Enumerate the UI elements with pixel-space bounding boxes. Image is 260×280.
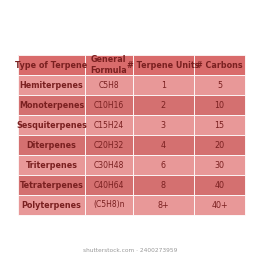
Bar [133, 175, 194, 195]
Bar [18, 55, 85, 75]
Text: 1: 1 [161, 81, 166, 90]
Text: Monoterpenes: Monoterpenes [19, 101, 84, 109]
Text: Sesquiterpenes: Sesquiterpenes [16, 120, 87, 129]
Bar [133, 115, 194, 135]
Text: C10H16: C10H16 [94, 101, 124, 109]
Bar [194, 175, 245, 195]
Text: Triterpenes: Triterpenes [25, 160, 77, 169]
Text: 3: 3 [161, 120, 166, 129]
Text: Type of Terpene: Type of Terpene [15, 60, 88, 69]
Text: C5H8: C5H8 [99, 81, 119, 90]
Bar [194, 115, 245, 135]
Text: 40: 40 [214, 181, 224, 190]
Bar [194, 55, 245, 75]
Bar [85, 195, 133, 215]
Text: 5: 5 [217, 81, 222, 90]
Bar [18, 55, 245, 215]
Text: 10: 10 [214, 101, 224, 109]
Bar [85, 135, 133, 155]
Text: C20H32: C20H32 [94, 141, 124, 150]
Text: 8+: 8+ [158, 200, 169, 209]
Bar [133, 95, 194, 115]
Text: 20: 20 [214, 141, 225, 150]
Bar [194, 95, 245, 115]
Text: 30: 30 [214, 160, 224, 169]
Bar [133, 55, 194, 75]
Text: General
Formula: General Formula [90, 55, 127, 74]
Bar [133, 75, 194, 95]
Bar [18, 135, 85, 155]
Bar [85, 55, 133, 75]
Text: Diterpenes: Diterpenes [27, 141, 76, 150]
Bar [18, 95, 85, 115]
Text: 8: 8 [161, 181, 166, 190]
Text: 40+: 40+ [211, 200, 228, 209]
Text: C30H48: C30H48 [94, 160, 124, 169]
Bar [18, 175, 85, 195]
Bar [18, 155, 85, 175]
Bar [194, 195, 245, 215]
Text: 6: 6 [161, 160, 166, 169]
Bar [85, 175, 133, 195]
Bar [194, 135, 245, 155]
Bar [85, 115, 133, 135]
Text: 2: 2 [161, 101, 166, 109]
Text: C15H24: C15H24 [94, 120, 124, 129]
Bar [133, 135, 194, 155]
Text: # Terpene Units: # Terpene Units [127, 60, 199, 69]
Bar [133, 195, 194, 215]
Text: Hemiterpenes: Hemiterpenes [20, 81, 83, 90]
Text: # Carbons: # Carbons [196, 60, 243, 69]
Text: C40H64: C40H64 [94, 181, 124, 190]
Text: Polyterpenes: Polyterpenes [22, 200, 81, 209]
Text: 4: 4 [161, 141, 166, 150]
Text: (C5H8)n: (C5H8)n [93, 200, 125, 209]
Bar [18, 115, 85, 135]
Bar [18, 75, 85, 95]
Bar [18, 195, 85, 215]
Bar [85, 155, 133, 175]
Bar [194, 75, 245, 95]
Text: 15: 15 [214, 120, 225, 129]
Bar [85, 75, 133, 95]
Bar [133, 155, 194, 175]
Bar [194, 155, 245, 175]
Text: shutterstock.com · 2400273959: shutterstock.com · 2400273959 [83, 248, 177, 253]
Bar [85, 95, 133, 115]
Text: Tetraterpenes: Tetraterpenes [20, 181, 83, 190]
